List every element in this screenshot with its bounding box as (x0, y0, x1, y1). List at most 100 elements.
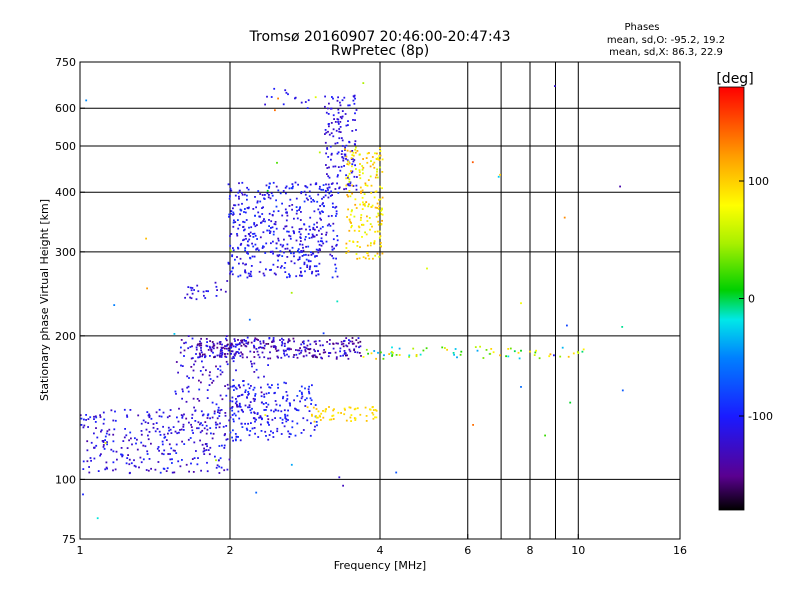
data-point (303, 263, 306, 266)
data-point (200, 469, 202, 472)
data-point (299, 219, 302, 221)
data-point (370, 184, 373, 187)
data-point (202, 413, 205, 416)
data-point (520, 349, 522, 352)
data-point (191, 413, 194, 416)
data-point (266, 383, 269, 386)
data-point (255, 206, 257, 209)
data-point (299, 267, 302, 269)
data-point (215, 365, 217, 368)
data-point (249, 401, 252, 403)
data-point (412, 347, 415, 350)
data-point (319, 415, 321, 418)
data-point (238, 384, 240, 386)
data-point (365, 157, 368, 159)
data-point (340, 153, 343, 155)
data-point (232, 379, 235, 381)
data-point (220, 466, 223, 469)
data-point (185, 463, 188, 466)
data-point (347, 160, 349, 163)
data-point (230, 233, 233, 235)
data-point (253, 427, 256, 429)
data-point (236, 403, 238, 406)
data-point (285, 192, 287, 195)
data-point (295, 353, 298, 356)
data-point (354, 119, 356, 121)
data-point (376, 202, 379, 205)
data-point (343, 413, 346, 416)
data-point (180, 428, 183, 431)
data-point (213, 412, 216, 415)
data-point (378, 198, 380, 201)
data-point (146, 453, 149, 455)
data-point (216, 464, 219, 467)
data-point (161, 440, 164, 443)
data-point (305, 347, 308, 350)
data-point (225, 345, 228, 347)
data-point (238, 195, 240, 198)
data-point (155, 411, 158, 414)
data-point (364, 184, 367, 186)
data-point (345, 252, 348, 254)
data-point (315, 248, 318, 251)
data-point (364, 257, 367, 260)
data-point (249, 231, 252, 234)
data-point (234, 386, 237, 389)
phases-x-stats: mean, sd,X: 86.3, 22.9 (609, 47, 723, 58)
data-point (355, 184, 358, 187)
data-point (294, 181, 297, 184)
data-point (218, 445, 221, 447)
data-point (297, 249, 299, 252)
data-point (106, 443, 108, 446)
data-point (253, 222, 256, 224)
data-point (349, 350, 352, 353)
data-point (284, 247, 287, 250)
data-point (316, 424, 318, 427)
data-point (156, 428, 159, 430)
data-point (270, 268, 272, 271)
data-point (333, 408, 335, 411)
data-point (351, 157, 354, 160)
data-point (265, 402, 267, 404)
data-point (346, 149, 349, 152)
data-point (216, 342, 219, 345)
data-point (337, 151, 340, 154)
data-point (233, 389, 235, 391)
data-point (246, 336, 249, 339)
data-point (234, 352, 237, 355)
data-point (358, 257, 361, 260)
data-point (328, 418, 331, 421)
data-point (123, 436, 126, 439)
data-point (359, 219, 362, 221)
data-point (221, 371, 224, 374)
data-point (261, 247, 264, 249)
data-point (356, 351, 359, 354)
data-point (219, 373, 222, 376)
data-point (322, 351, 325, 354)
data-point (295, 239, 298, 242)
data-point (198, 343, 201, 345)
data-point (309, 228, 311, 231)
data-point (227, 261, 230, 264)
data-point (301, 243, 304, 246)
data-point (285, 399, 288, 402)
data-point (234, 204, 237, 207)
data-point (102, 444, 105, 446)
data-point (335, 129, 338, 132)
data-point (204, 297, 207, 299)
data-point (345, 144, 348, 147)
data-point (241, 426, 244, 428)
data-point (360, 355, 362, 357)
data-point (332, 97, 334, 100)
data-point (274, 417, 276, 419)
data-point (354, 151, 357, 154)
data-point (181, 397, 183, 400)
data-point (171, 462, 173, 464)
data-point (249, 257, 252, 260)
data-point (328, 133, 331, 136)
data-point (300, 397, 303, 400)
data-point (339, 350, 341, 353)
data-point (339, 104, 342, 107)
data-point (322, 332, 325, 335)
